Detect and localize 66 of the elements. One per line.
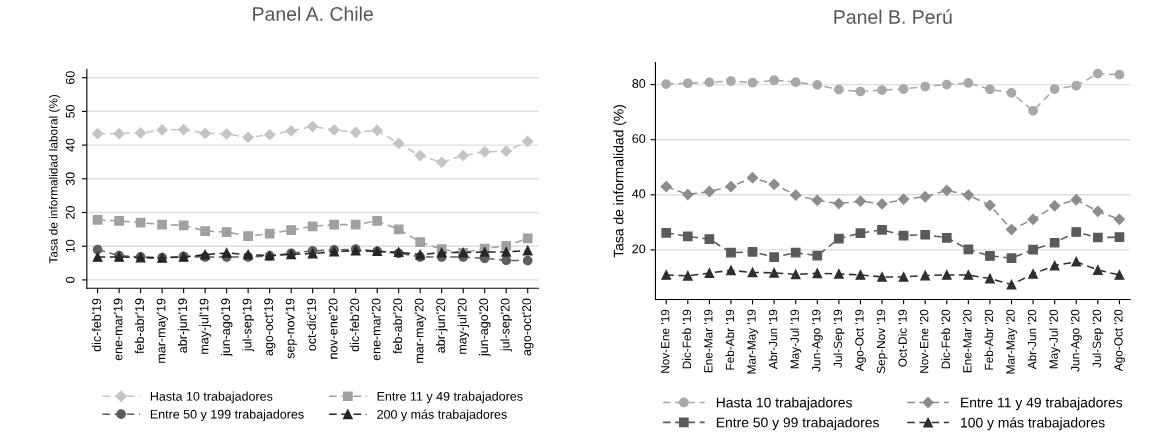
x-tick-label: sep-nov'19 (285, 298, 297, 359)
x-tick-label: nov-ene'20 (328, 298, 338, 359)
x-tick-label: abr-jun'19 (177, 298, 190, 353)
x-tick-label: ago-oct'19 (264, 298, 276, 356)
x-tick-label: abr-jun'20 (435, 298, 448, 353)
x-tick-label: Ago-Oct '20 (1114, 309, 1125, 372)
y-tick-label: 60 (65, 71, 75, 85)
x-tick-label: Dic-Feb '20 (941, 309, 950, 369)
y-tick-label: 30 (65, 172, 75, 186)
x-tick-label: Feb-Abr '19 (725, 309, 735, 370)
x-tick-label: may-jul'19 (199, 298, 211, 354)
x-tick-label: jul-sep'20 (500, 298, 513, 352)
x-tick-label: ene-mar'19 (113, 298, 123, 361)
x-tick-label: ago-oct'20 (522, 298, 534, 356)
legend-label: Entre 11 y 49 trabajadores (961, 397, 1123, 411)
legend-label: 200 y más trabajadores (377, 409, 507, 422)
x-tick-label: May-Jul '19 (790, 309, 802, 369)
x-tick-label: feb-abr'19 (134, 298, 144, 354)
legend-label: Hasta 10 trabajadores (150, 391, 273, 404)
x-tick-label: Abr-Jun '19 (768, 309, 778, 370)
x-tick-label: Feb-Abr '20 (984, 309, 994, 370)
x-tick-label: Jun-Ago '20 (1071, 309, 1082, 372)
x-tick-label: Jul-Sep '19 (833, 309, 845, 368)
x-tick-label: Ene-Mar '19 (704, 309, 713, 373)
x-tick-label: Jun-Ago '19 (812, 309, 823, 372)
x-tick-label: Ago-Oct '19 (855, 309, 866, 372)
legend-label: Hasta 10 trabajadores (716, 397, 852, 411)
x-tick-label: dic-feb'20 (349, 298, 360, 352)
x-tick-label: Oct-Dic '19 (898, 309, 907, 367)
y-axis-title: Tasa de informalidad (%) (613, 105, 627, 258)
legend-label: 100 y más trabajadores (961, 417, 1105, 431)
x-tick-label: Dic-Feb '19 (682, 309, 691, 369)
legend-label: Entre 11 y 49 trabajadores (377, 391, 523, 404)
y-tick-label: 0 (65, 276, 75, 283)
x-tick-label: mar-may'20 (414, 298, 427, 363)
x-tick-label: may-jul'20 (457, 298, 470, 354)
x-tick-label: Mar-May '20 (1006, 309, 1018, 374)
y-tick-label: 40 (65, 138, 75, 152)
y-tick-label: 20 (632, 244, 646, 254)
chart-title: Panel B. Perú (834, 9, 952, 24)
x-tick-label: dic-feb'19 (91, 298, 101, 352)
legend-label: Entre 50 y 99 trabajadores (716, 417, 879, 431)
legend-label: Entre 50 y 199 trabajadores (150, 409, 304, 422)
x-tick-label: Abr-Jun '20 (1027, 309, 1037, 370)
x-tick-label: jun-ago'20 (478, 298, 491, 357)
y-tick-label: 60 (632, 134, 646, 144)
chart-title: Panel A. Chile (253, 6, 373, 21)
x-tick-label: jul-sep'19 (242, 298, 254, 352)
x-tick-label: Nov-Ene '20 (920, 309, 929, 373)
x-tick-label: Ene-Mar '20 (963, 309, 972, 373)
x-tick-label: jun-ago'19 (220, 298, 233, 357)
x-tick-label: mar-may'19 (156, 298, 168, 363)
x-tick-label: May-Jul '20 (1049, 309, 1061, 369)
x-tick-label: Sep-Nov '19 (876, 309, 888, 374)
y-tick-label: 40 (632, 189, 646, 199)
x-tick-label: Mar-May '19 (747, 309, 759, 374)
y-tick-label: 10 (65, 239, 75, 253)
y-tick-label: 80 (632, 79, 646, 88)
x-tick-label: ene-mar'20 (371, 298, 381, 361)
y-tick-label: 20 (65, 206, 75, 219)
y-tick-label: 50 (65, 104, 75, 118)
x-tick-label: Jul-Sep '20 (1092, 309, 1104, 368)
x-tick-label: oct-dic'19 (306, 298, 317, 351)
x-tick-label: feb-abr'20 (392, 298, 403, 354)
x-tick-label: Nov-Ene '19 (661, 309, 670, 373)
y-axis-title: Tasa de informalidad laboral (%) (48, 94, 60, 264)
